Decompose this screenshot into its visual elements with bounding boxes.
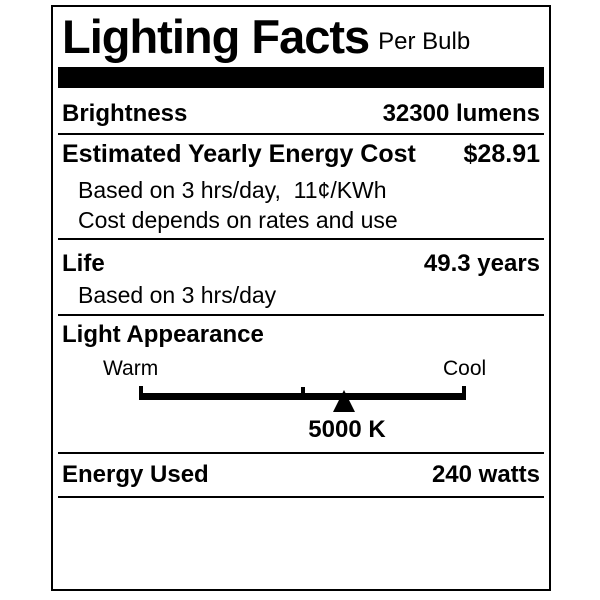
brightness-label: Brightness — [62, 100, 188, 127]
section-divider — [58, 133, 544, 135]
section-divider — [58, 452, 544, 454]
energy-used-label: Energy Used — [62, 461, 209, 488]
section-divider — [58, 496, 544, 498]
cool-label: Cool — [443, 357, 487, 380]
energy-cost-row: Estimated Yearly Energy Cost $28.91 — [62, 140, 540, 168]
brightness-value: 32300 lumens — [382, 100, 540, 127]
lighting-facts-label: Lighting Facts Per Bulb Brightness 32300… — [51, 5, 551, 591]
energy-cost-value: $28.91 — [463, 140, 540, 168]
label-title: Lighting Facts — [62, 10, 370, 63]
energy-used-value: 240 watts — [431, 461, 540, 488]
energy-cost-basis-note: Based on 3 hrs/day, 11¢/KWh — [78, 177, 387, 203]
section-divider — [58, 314, 544, 316]
scale-tick-left-icon — [139, 386, 143, 400]
energy-used-row: Energy Used 240 watts — [62, 463, 540, 487]
life-basis-note: Based on 3 hrs/day — [78, 282, 277, 308]
life-label: Life — [62, 250, 105, 277]
energy-cost-disclaimer-note: Cost depends on rates and use — [78, 207, 398, 233]
energy-cost-label: Estimated Yearly Energy Cost — [62, 140, 416, 168]
light-appearance-heading: Light Appearance — [62, 321, 264, 348]
label-subtitle: Per Bulb — [378, 28, 471, 55]
brightness-row: Brightness 32300 lumens — [62, 102, 540, 126]
label-header: Lighting Facts Per Bulb — [62, 13, 470, 61]
life-value: 49.3 years — [423, 250, 540, 277]
warm-label: Warm — [103, 357, 159, 380]
color-temp-marker-icon — [333, 390, 355, 412]
life-row: Life 49.3 years — [62, 252, 540, 276]
section-divider — [58, 238, 544, 240]
header-divider-bar — [58, 67, 544, 88]
color-temp-value: 5000 K — [308, 416, 386, 443]
scale-tick-right-icon — [462, 386, 466, 400]
scale-tick-middle-icon — [301, 387, 305, 400]
